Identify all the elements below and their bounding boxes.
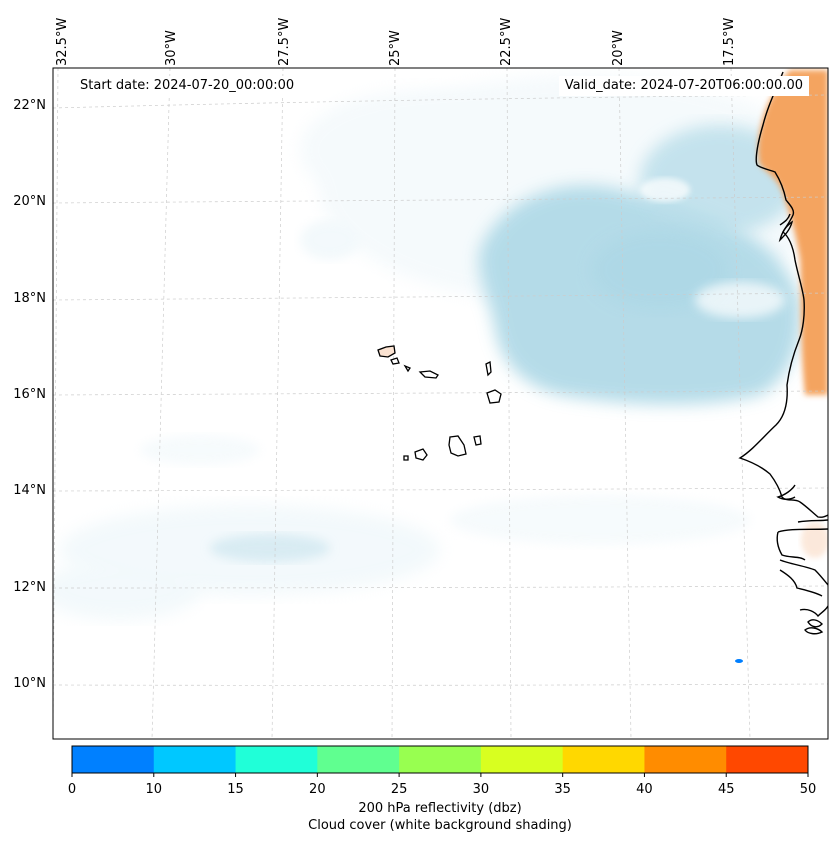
colorbar-label: 200 hPa reflectivity (dbz)	[358, 801, 522, 816]
colorbar-tick-label: 50	[799, 782, 817, 797]
colorbar-tick-label: 45	[717, 782, 735, 797]
valid-date-label: Valid_date: 2024-07-20T06:00:00.00	[558, 76, 809, 96]
lon-label-17-5w: 17.5°W	[722, 17, 737, 66]
lon-label-30w: 30°W	[164, 30, 179, 66]
reflectivity-spot	[735, 659, 743, 663]
coastline-africa	[738, 71, 828, 635]
colorbar-tick-label: 40	[636, 782, 653, 797]
island-sal	[485, 360, 492, 377]
colorbar-sublabel: Cloud cover (white background shading)	[308, 818, 572, 833]
island-santo-antao	[377, 345, 396, 358]
island-fogo	[414, 448, 428, 461]
colorbar-segment	[480, 746, 564, 773]
lat-label-14n: 14°N	[13, 483, 46, 498]
lat-label-10n: 10°N	[13, 676, 46, 691]
colorbar-tick-label: 10	[145, 782, 163, 797]
colorbar-tick-label: 15	[227, 782, 244, 797]
colorbar-segment	[726, 746, 809, 773]
colorbar-segment	[644, 746, 727, 773]
lat-label-22n: 22°N	[13, 98, 46, 113]
lat-label-18n: 18°N	[13, 291, 46, 306]
island-sao-nicolau	[418, 370, 439, 379]
colorbar-segment	[562, 746, 645, 773]
island-boa-vista	[486, 389, 502, 404]
lon-label-20w: 20°W	[611, 30, 626, 66]
cabo-verde-islands	[377, 345, 502, 461]
colorbar-tick-label: 0	[67, 782, 77, 797]
island-santiago	[448, 435, 467, 457]
cloud-cover-dense	[210, 125, 801, 562]
start-date-label: Start date: 2024-07-20_00:00:00	[74, 76, 301, 96]
colorbar-segment	[399, 746, 482, 773]
colorbar-segment	[235, 746, 318, 773]
lat-label-16n: 16°N	[13, 387, 46, 402]
island-brava	[403, 455, 409, 461]
lon-label-25w: 25°W	[388, 30, 403, 66]
colorbar-tick-label: 35	[554, 782, 571, 797]
island-sao-vicente	[390, 357, 400, 365]
lat-label-12n: 12°N	[13, 580, 46, 595]
lon-label-22-5w: 22.5°W	[499, 17, 514, 66]
colorbar-segment	[153, 746, 237, 773]
land-reflectivity	[758, 70, 828, 558]
colorbar-segment	[317, 746, 400, 773]
map-frame	[52, 67, 829, 740]
colorbar-border	[71, 745, 809, 774]
lon-label-27-5w: 27.5°W	[277, 17, 292, 66]
graticule	[53, 68, 828, 739]
colorbar	[71, 745, 809, 777]
colorbar-tick-label: 30	[472, 782, 490, 797]
island-santa-luzia	[403, 364, 411, 373]
island-maio	[473, 435, 482, 446]
colorbar-tick-label: 25	[390, 782, 408, 797]
lon-label-32-5w: 32.5°W	[55, 17, 70, 66]
colorbar-tick-label: 20	[309, 782, 326, 797]
colorbar-segment	[72, 746, 155, 773]
lat-label-20n: 20°N	[13, 194, 46, 209]
